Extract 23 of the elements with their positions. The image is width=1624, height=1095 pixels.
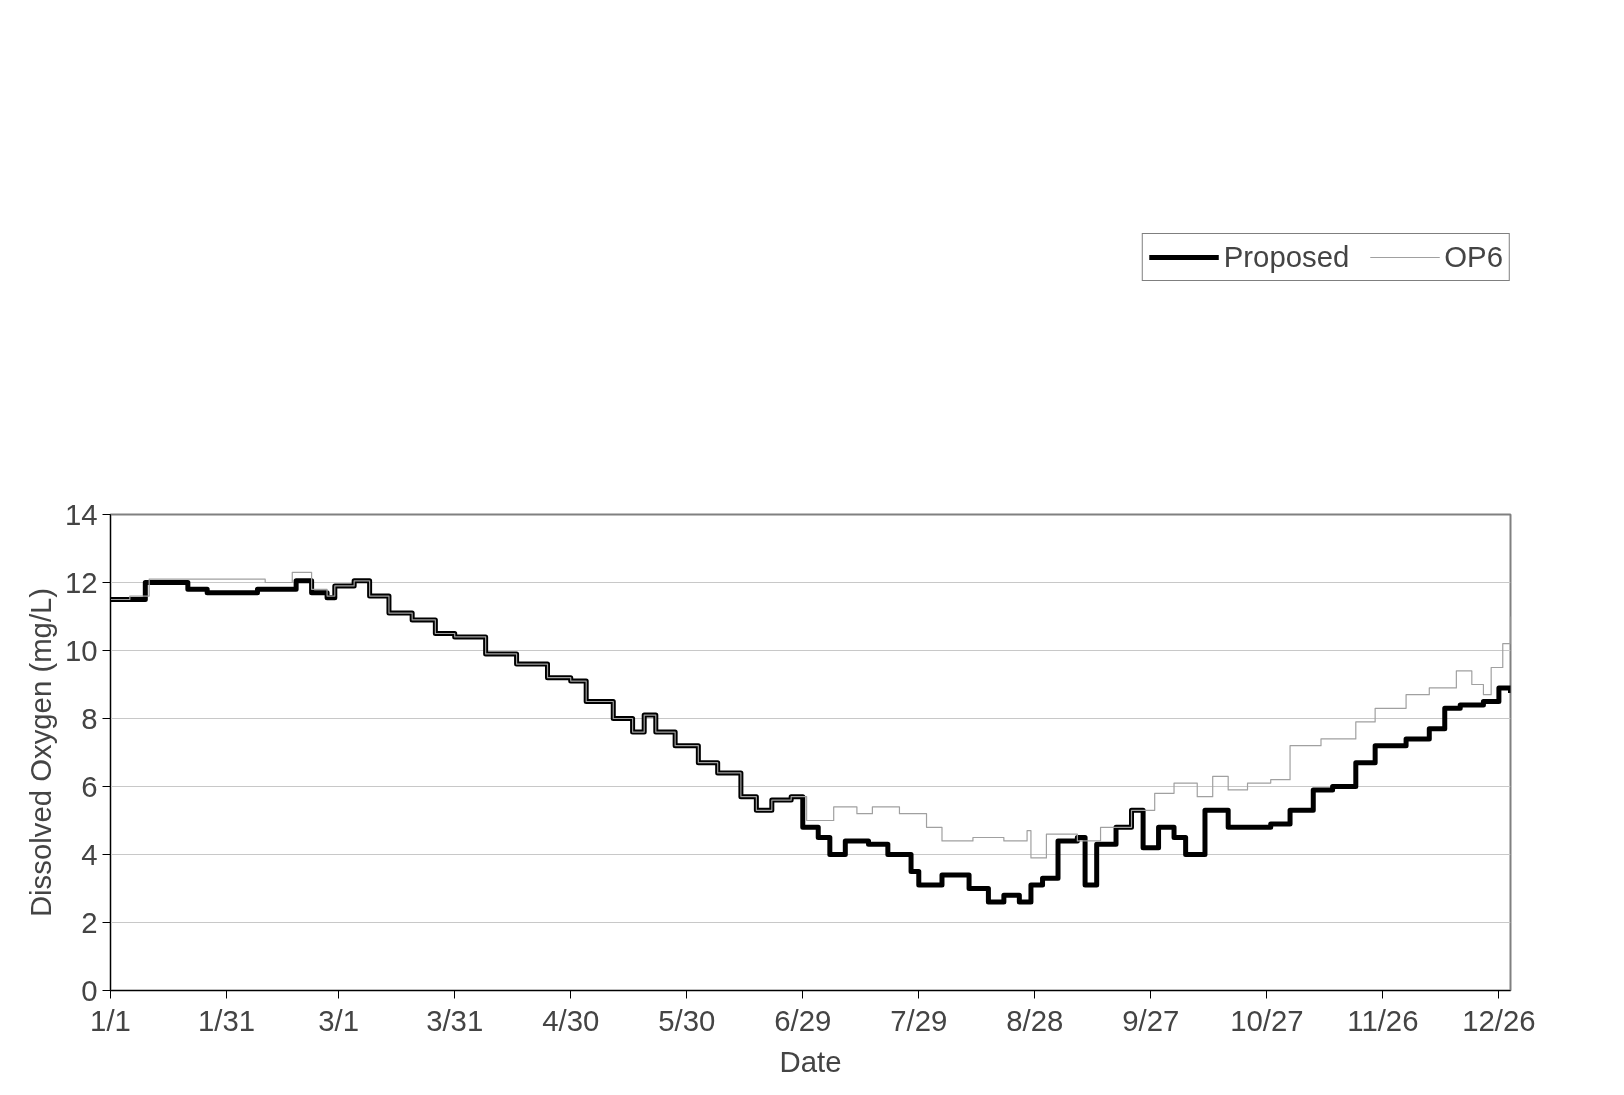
legend-label: Proposed — [1223, 240, 1350, 274]
x-tick-label: 12/26 — [1462, 1003, 1536, 1037]
y-tick-label: 4 — [81, 837, 98, 871]
x-tick-label: 8/28 — [1006, 1003, 1064, 1037]
x-axis-title: Date — [779, 1044, 842, 1078]
x-tick-label: 11/26 — [1347, 1003, 1419, 1037]
y-tick-label: 8 — [81, 701, 98, 735]
x-tick-label: 6/29 — [774, 1003, 832, 1037]
y-tick-label: 10 — [64, 633, 98, 667]
y-axis-title: Dissolved Oxygen (mg/L) — [23, 587, 57, 918]
x-tick-label: 1/31 — [197, 1003, 256, 1037]
x-tick-label: 9/27 — [1122, 1003, 1180, 1037]
y-tick-label: 2 — [81, 905, 98, 939]
x-tick-label: 3/1 — [318, 1003, 360, 1037]
x-tick-label: 10/27 — [1230, 1003, 1304, 1037]
y-tick-label: 14 — [64, 497, 98, 531]
legend-label: OP6 — [1444, 240, 1503, 274]
x-tick-label: 4/30 — [542, 1003, 600, 1037]
x-tick-label: 3/31 — [426, 1003, 484, 1037]
x-tick-label: 7/29 — [890, 1003, 948, 1037]
x-tick-label: 5/30 — [658, 1003, 716, 1037]
y-tick-label: 12 — [64, 565, 98, 599]
y-tick-label: 6 — [81, 769, 98, 803]
